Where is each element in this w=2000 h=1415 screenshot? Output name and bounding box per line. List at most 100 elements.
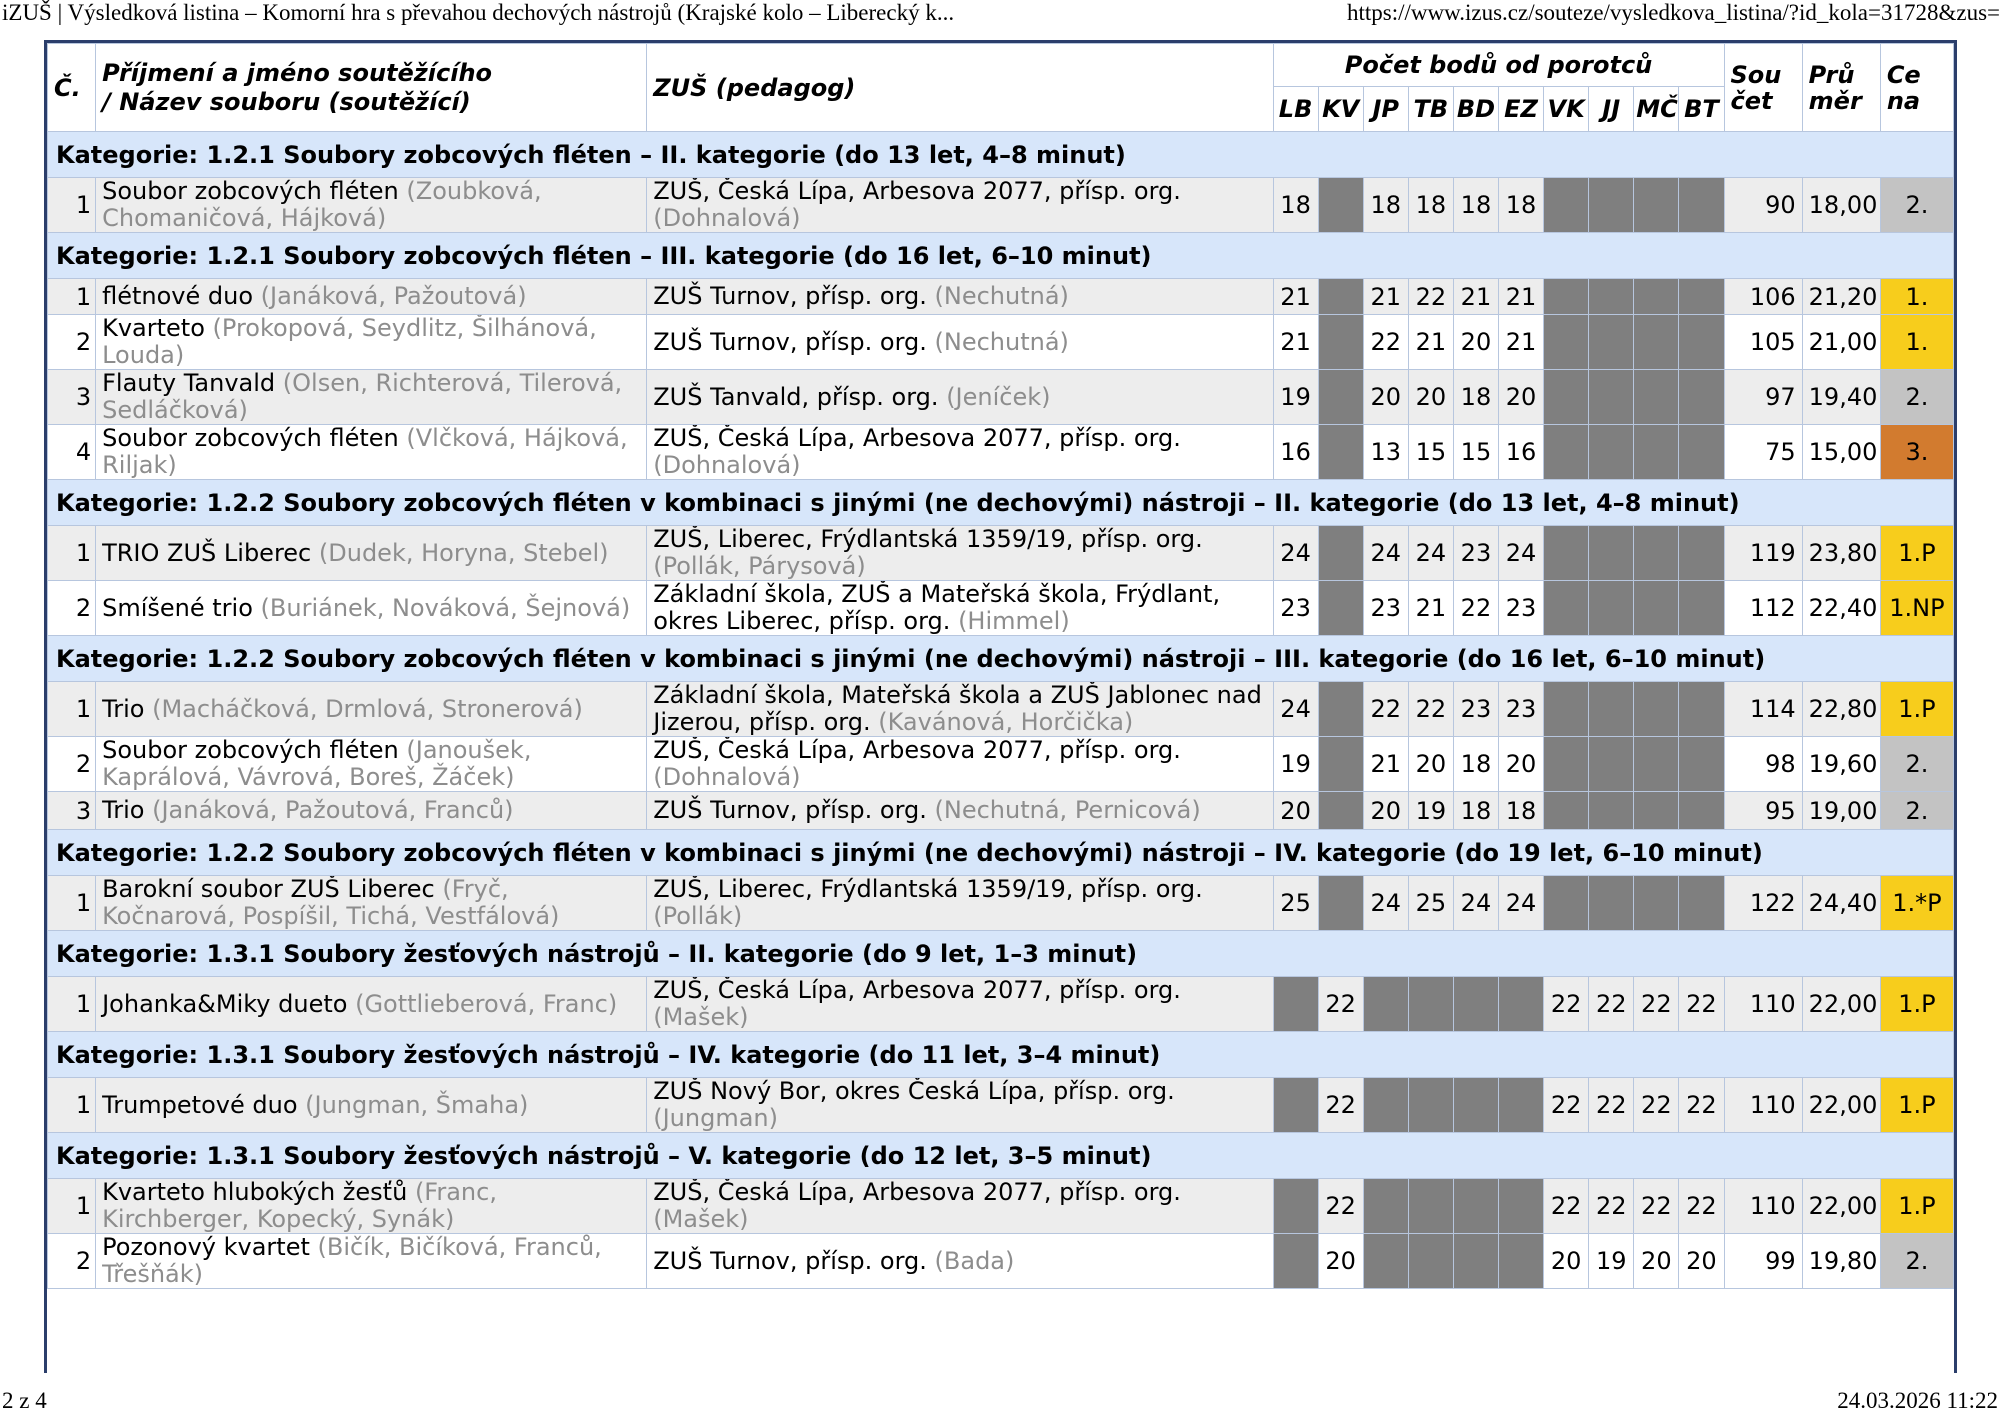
ensemble-members: (Olsen, Richterová, Tilerová, Sedláčková… xyxy=(102,369,623,424)
row-number: 2 xyxy=(47,736,97,792)
judge-score xyxy=(1588,314,1635,370)
table-row: 1 Johanka&Miky dueto (Gottlieberová, Fran… xyxy=(47,976,1954,1032)
judge-score: 21 xyxy=(1272,278,1319,315)
school-teacher: ZUŠ, Liberec, Frýdlantská 1359/19, přísp… xyxy=(646,525,1274,581)
judge-score: 20 xyxy=(1407,736,1454,792)
judge-score xyxy=(1678,177,1725,233)
category-header: Kategorie: 1.2.2 Soubory zobcových fléte… xyxy=(47,479,1954,526)
points-average: 22,40 xyxy=(1801,580,1881,636)
judge-score xyxy=(1317,424,1364,480)
points-average: 24,40 xyxy=(1801,875,1881,931)
judge-score xyxy=(1678,369,1725,425)
judge-score: 22 xyxy=(1317,1178,1364,1234)
header-name: Příjmení a jméno soutěžícího / Název soub… xyxy=(95,43,648,132)
prize-badge: 1.*P xyxy=(1879,875,1954,931)
judge-score: 20 xyxy=(1543,1233,1590,1289)
page-counter: 2 z 4 xyxy=(2,1388,47,1413)
prize-badge: 1.P xyxy=(1879,1178,1954,1234)
judge-score: 22 xyxy=(1407,278,1454,315)
prize-badge: 2. xyxy=(1879,177,1954,233)
judge-score: 22 xyxy=(1678,1077,1725,1133)
ensemble-members: (Fryč, Kočnarová, Pospíšil, Tichá, Vestf… xyxy=(102,875,560,930)
judge-score: 22 xyxy=(1452,580,1500,636)
points-sum: 98 xyxy=(1723,736,1803,792)
judge-score xyxy=(1678,278,1725,315)
judge-score: 21 xyxy=(1272,314,1319,370)
ensemble-name: Soubor zobcových fléten xyxy=(102,424,399,452)
judge-score xyxy=(1543,525,1590,581)
points-sum: 95 xyxy=(1723,791,1803,830)
school-name: Základní škola, ZUŠ a Mateřská škola, Fr… xyxy=(653,580,1221,635)
results-table: Č. Příjmení a jméno soutěžícího / Název s… xyxy=(47,43,1954,1289)
judge-score xyxy=(1497,1233,1545,1289)
judge-score xyxy=(1633,278,1680,315)
judge-score: 22 xyxy=(1678,976,1725,1032)
ensemble-members: (Vlčková, Hájková, Riljak) xyxy=(102,424,628,479)
judge-score: 20 xyxy=(1678,1233,1725,1289)
judge-score xyxy=(1588,177,1635,233)
contestant-name: Soubor zobcových fléten (Zoubková, Choma… xyxy=(95,177,648,233)
judge-score: 21 xyxy=(1497,314,1545,370)
table-row: 3 Trio (Janáková, Pažoutová, Franců) ZUŠ T… xyxy=(47,791,1954,830)
teacher-name: (Dohnalová) xyxy=(653,204,801,232)
school-teacher: Základní škola, ZUŠ a Mateřská škola, Fr… xyxy=(646,580,1274,636)
prize-badge: 2. xyxy=(1879,736,1954,792)
ensemble-name: Trio xyxy=(102,694,145,723)
judge-score xyxy=(1543,736,1590,792)
points-average: 23,80 xyxy=(1801,525,1881,581)
judge-score: 22 xyxy=(1588,1178,1635,1234)
points-sum: 110 xyxy=(1723,1178,1803,1234)
points-average: 22,80 xyxy=(1801,681,1881,737)
prize-badge: 1.P xyxy=(1879,976,1954,1032)
ensemble-members: (Janáková, Pažoutová) xyxy=(260,282,527,310)
teacher-name: (Dohnalová) xyxy=(653,451,801,479)
judge-score xyxy=(1362,1233,1409,1289)
judge-score xyxy=(1678,681,1725,737)
judge-score xyxy=(1588,736,1635,792)
school-name: ZUŠ, Česká Lípa, Arbesova 2077, přísp. o… xyxy=(653,976,1181,1004)
prize-badge: 2. xyxy=(1879,791,1954,830)
judge-score xyxy=(1633,875,1680,931)
judge-score xyxy=(1633,314,1680,370)
contestant-name: TRIO ZUŠ Liberec (Dudek, Horyna, Stebel) xyxy=(95,525,648,581)
judge-score xyxy=(1317,791,1364,830)
judge-score: 18 xyxy=(1452,736,1500,792)
judge-score: 20 xyxy=(1317,1233,1364,1289)
teacher-name: (Nechutná) xyxy=(934,282,1069,310)
row-number: 3 xyxy=(47,791,97,830)
judge-score: 19 xyxy=(1272,369,1319,425)
ensemble-members: (Gottlieberová, Franc) xyxy=(355,989,618,1018)
ensemble-name: Kvarteto hlubokých žesťů xyxy=(102,1178,408,1206)
school-teacher: ZUŠ, Česká Lípa, Arbesova 2077, přísp. o… xyxy=(646,1178,1274,1234)
contestant-name: Johanka&Miky dueto (Gottlieberová, Franc… xyxy=(95,976,648,1032)
judge-score: 22 xyxy=(1678,1178,1725,1234)
points-average: 22,00 xyxy=(1801,976,1881,1032)
judge-score: 20 xyxy=(1362,791,1409,830)
table-row: 1 Trumpetové duo (Jungman, Šmaha) ZUŠ Nový… xyxy=(47,1077,1954,1133)
judge-score xyxy=(1317,875,1364,931)
judge-score: 24 xyxy=(1407,525,1454,581)
points-sum: 110 xyxy=(1723,1077,1803,1133)
judge-score xyxy=(1543,369,1590,425)
school-name: ZUŠ, Liberec, Frýdlantská 1359/19, přísp… xyxy=(653,875,1203,903)
judge-score xyxy=(1497,976,1545,1032)
points-average: 18,00 xyxy=(1801,177,1881,233)
table-row: 1 Soubor zobcových fléten (Zoubková, Chom… xyxy=(47,177,1954,233)
school-name: ZUŠ, Česká Lípa, Arbesova 2077, přísp. o… xyxy=(653,736,1181,764)
judge-score: 23 xyxy=(1452,681,1500,737)
judge-score xyxy=(1543,791,1590,830)
judge-score: 22 xyxy=(1633,1077,1680,1133)
judge-score: 24 xyxy=(1362,525,1409,581)
judge-score xyxy=(1317,369,1364,425)
ensemble-members: (Janoušek, Kaprálová, Vávrová, Boreš, Žá… xyxy=(102,736,532,791)
school-teacher: ZUŠ Turnov, přísp. org. (Nechutná) xyxy=(646,278,1274,315)
header-judge: LB xyxy=(1272,86,1319,132)
points-sum: 110 xyxy=(1723,976,1803,1032)
teacher-name: (Kavánová, Horčička) xyxy=(878,708,1134,736)
header-prize: Ce na xyxy=(1879,43,1954,132)
judge-score: 22 xyxy=(1588,1077,1635,1133)
ensemble-name: Barokní soubor ZUŠ Liberec xyxy=(102,875,435,903)
judge-score: 22 xyxy=(1633,976,1680,1032)
teacher-name: (Nechutná) xyxy=(934,327,1069,356)
judge-score: 20 xyxy=(1362,369,1409,425)
